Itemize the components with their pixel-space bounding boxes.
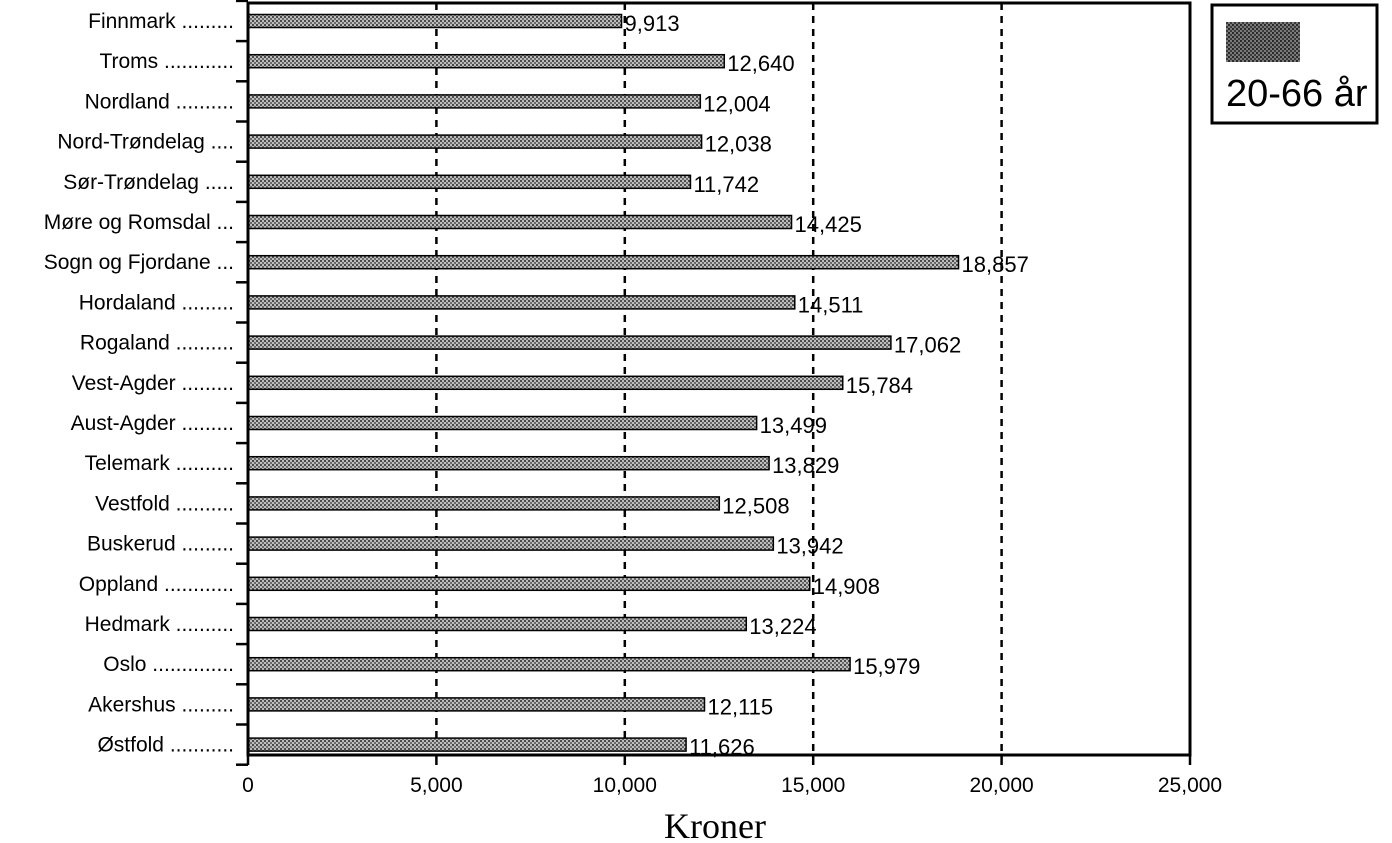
category-label: Rogaland .......... xyxy=(80,332,234,355)
category-label: Aust-Agder ......... xyxy=(71,412,234,435)
bars-group xyxy=(247,13,960,752)
category-label: Nord-Trøndelag .... xyxy=(57,131,234,154)
value-label: 12,004 xyxy=(703,91,770,116)
y-axis xyxy=(236,0,248,766)
legend-label: 20-66 år xyxy=(1226,73,1368,115)
value-label: 15,784 xyxy=(846,373,913,398)
value-label: 18,857 xyxy=(962,252,1029,277)
category-label: Hedmark .......... xyxy=(85,613,234,636)
bar xyxy=(247,536,775,551)
x-tick-label: 0 xyxy=(242,774,254,797)
bar xyxy=(247,455,770,471)
x-tick-label: 15,000 xyxy=(781,774,845,797)
bar xyxy=(247,616,748,632)
category-label: Akershus ......... xyxy=(88,693,234,716)
category-label: Vestfold .......... xyxy=(95,492,234,515)
value-label: 11,626 xyxy=(689,735,755,760)
category-label: Nordland .......... xyxy=(85,90,234,113)
category-label: Hordaland ......... xyxy=(79,291,234,314)
bar xyxy=(247,254,960,270)
bar xyxy=(247,295,796,310)
value-label: 13,224 xyxy=(749,614,816,639)
value-label: 12,508 xyxy=(722,493,789,518)
bar xyxy=(247,53,726,69)
bar xyxy=(247,174,692,190)
legend: 20-66 år xyxy=(1210,3,1379,125)
category-label: Sør-Trøndelag ..... xyxy=(63,171,234,194)
plot-frame xyxy=(246,1,1192,757)
value-label: 14,511 xyxy=(798,292,864,317)
category-label: Møre og Romsdal ... xyxy=(44,211,234,234)
value-label: 13,499 xyxy=(760,413,827,438)
x-tick-label: 5,000 xyxy=(410,774,463,797)
bar xyxy=(247,134,703,149)
value-label: 12,038 xyxy=(705,132,772,157)
value-label: 12,115 xyxy=(707,694,773,719)
category-label: Vest-Agder ......... xyxy=(72,372,234,395)
category-label: Oppland ............ xyxy=(79,573,234,596)
value-label: 13,942 xyxy=(776,534,843,559)
category-label: Finnmark ......... xyxy=(88,10,234,33)
legend-swatch xyxy=(1226,22,1300,62)
x-axis: 0 5,000 10,000 15,000 20,000 25,000 xyxy=(242,755,1222,797)
value-label: 11,742 xyxy=(693,172,759,197)
bar xyxy=(247,415,758,431)
value-label: 14,425 xyxy=(795,212,862,237)
category-label: Buskerud ......... xyxy=(87,533,234,556)
value-label: 12,640 xyxy=(727,51,794,76)
bar xyxy=(247,496,721,511)
x-axis-title: Kroner xyxy=(664,806,766,843)
bar xyxy=(247,335,892,350)
category-label: Telemark .......... xyxy=(85,452,234,475)
value-label: 15,979 xyxy=(853,654,920,679)
x-tick-label: 10,000 xyxy=(593,774,657,797)
bar xyxy=(247,656,851,672)
value-label: 13,829 xyxy=(772,453,839,478)
value-label: 17,062 xyxy=(894,333,961,358)
bar xyxy=(247,13,623,29)
value-labels: 9,913 12,640 12,004 12,038 11,742 14,425 18,85… xyxy=(625,11,1029,760)
plot-border xyxy=(246,1,1192,757)
bar xyxy=(247,375,844,391)
bar xyxy=(247,737,687,752)
x-tick-label: 25,000 xyxy=(1158,774,1222,797)
bar xyxy=(247,94,702,109)
value-label: 14,908 xyxy=(813,574,880,599)
category-label: Troms ............ xyxy=(99,50,234,73)
value-label: 9,913 xyxy=(625,11,680,36)
bar xyxy=(247,576,811,592)
category-label: Østfold ........... xyxy=(97,734,234,757)
category-label: Sogn og Fjordane ... xyxy=(44,251,234,274)
x-tick-label: 20,000 xyxy=(969,774,1033,797)
category-label: Oslo .............. xyxy=(103,653,234,676)
bar xyxy=(247,697,706,712)
bar xyxy=(247,214,793,230)
category-labels: Finnmark ......... Troms ............ Nord… xyxy=(44,10,234,757)
